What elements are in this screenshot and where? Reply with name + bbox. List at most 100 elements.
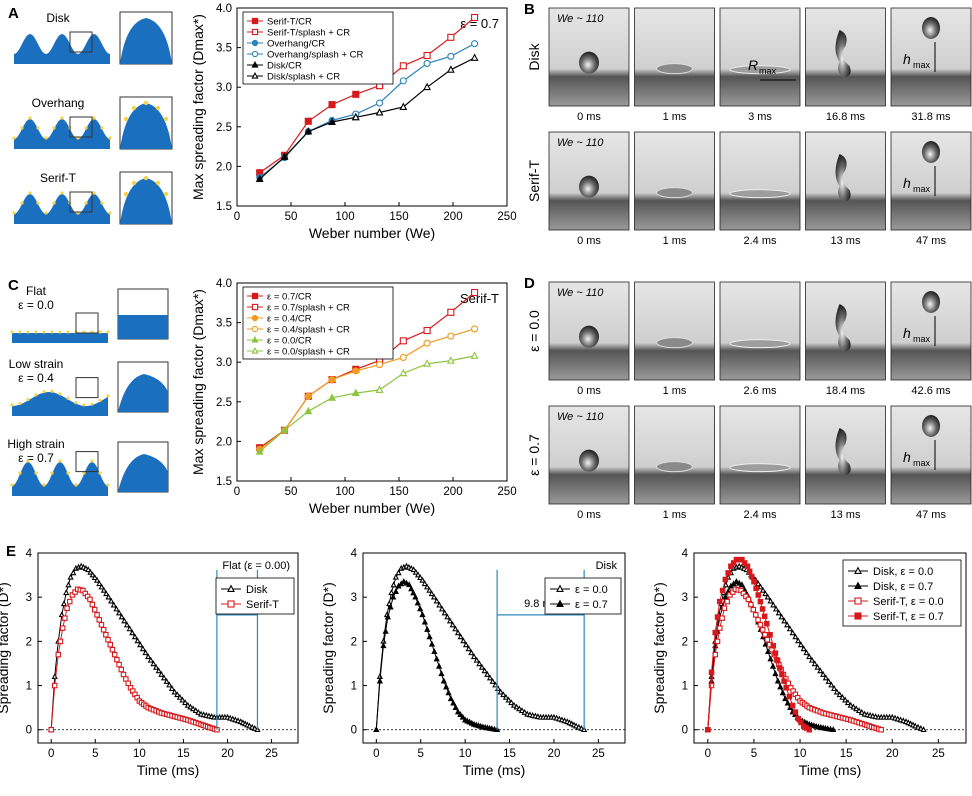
legend-label: Serif-T/splash + CR — [267, 28, 350, 39]
data-point — [470, 351, 479, 359]
legend-marker — [251, 50, 259, 58]
data-point — [419, 611, 426, 618]
data-point — [454, 629, 462, 636]
legend-marker — [854, 566, 862, 574]
data-point — [57, 638, 64, 645]
legend-marker — [227, 600, 235, 608]
data-point — [914, 723, 922, 730]
x-tick-label: 25 — [592, 748, 605, 760]
y-tick-label: 3.0 — [216, 82, 232, 94]
data-point — [131, 633, 139, 640]
data-point — [376, 99, 384, 107]
data-point — [414, 571, 422, 578]
photo-time-label: 13 ms — [831, 509, 861, 521]
data-point — [63, 589, 70, 596]
photo-time-label: 0 ms — [577, 509, 601, 521]
legend-label: Disk, ε = 0.7 — [873, 581, 933, 593]
data-point — [782, 695, 789, 702]
data-point — [176, 693, 184, 700]
data-point — [769, 662, 777, 669]
data-point — [459, 713, 466, 720]
y-tick-label: 3 — [682, 592, 688, 604]
legend-box — [544, 577, 622, 615]
hmax-label: h — [903, 175, 911, 191]
data-point — [118, 613, 125, 620]
data-point — [399, 337, 407, 345]
y-tick-label: 0 — [26, 725, 32, 737]
data-point — [421, 580, 428, 587]
x-tick-label: 5 — [92, 748, 98, 760]
legend-marker — [251, 303, 259, 311]
data-point — [98, 583, 105, 590]
data-point — [778, 613, 785, 620]
data-point — [452, 704, 459, 710]
y-tick-label: 2 — [26, 636, 32, 648]
x-tick-label: 250 — [497, 486, 516, 498]
x-tick-label: 25 — [265, 748, 278, 760]
data-point — [171, 688, 178, 695]
series-1 — [376, 13, 479, 90]
data-point — [806, 653, 813, 660]
legend-marker — [556, 599, 564, 607]
data-point — [111, 651, 118, 658]
y-axis-label: Spreading factor (D*) — [0, 582, 11, 714]
series-0 — [373, 562, 588, 733]
data-point — [446, 356, 455, 364]
plot-frame — [236, 7, 508, 207]
data-point — [468, 649, 475, 656]
data-point — [59, 625, 66, 631]
x-tick-label: 15 — [177, 748, 190, 760]
data-point — [390, 593, 397, 600]
data-point — [428, 640, 436, 647]
legend-marker — [251, 71, 259, 79]
data-point — [774, 677, 782, 684]
data-point — [795, 637, 802, 644]
photo-time-label: 2.4 ms — [743, 509, 777, 521]
data-point — [521, 708, 528, 715]
data-point — [484, 670, 491, 677]
data-point — [280, 425, 289, 434]
x-tick-label: 20 — [548, 748, 561, 760]
legend-marker — [227, 584, 235, 592]
data-point — [421, 618, 428, 625]
data-point — [66, 598, 73, 605]
data-point — [738, 581, 746, 588]
hmax-sub: max — [913, 458, 931, 468]
photo-frame — [634, 281, 715, 381]
zoom-box — [69, 116, 93, 138]
legend-label: ε = 0.4/CR — [267, 314, 312, 325]
data-point — [806, 726, 813, 733]
data-point — [446, 617, 454, 624]
data-point — [481, 667, 488, 674]
legend-label: ε = 0.4/splash + CR — [267, 325, 350, 336]
data-point — [784, 621, 791, 628]
data-point — [781, 617, 788, 624]
chart-A: 0 50 100 150 200 250 1.5 2.0 2.5 3.0 3.5 4.0 Weber n… — [190, 3, 517, 241]
data-point — [438, 605, 446, 612]
data-point — [67, 573, 74, 580]
y-axis-label: Spreading factor (D*) — [320, 582, 336, 714]
photo-frame — [719, 281, 801, 381]
photo-time-label: 13 ms — [831, 235, 861, 247]
data-point — [152, 663, 160, 670]
photo-frame — [805, 7, 886, 107]
data-point — [109, 646, 116, 653]
series-line — [355, 57, 475, 118]
hmax-label: h — [903, 51, 911, 67]
data-point — [423, 326, 431, 335]
data-point — [105, 636, 111, 643]
data-point — [395, 569, 402, 576]
data-point — [375, 385, 384, 393]
data-point — [789, 702, 796, 709]
legend-label: Disk — [246, 584, 268, 596]
data-point — [819, 670, 827, 677]
x-tick-label: 100 — [335, 211, 354, 223]
legend-marker — [251, 28, 259, 36]
data-point — [179, 696, 186, 703]
data-point — [777, 683, 784, 690]
data-point — [808, 656, 816, 663]
data-point — [705, 726, 711, 733]
data-point — [750, 606, 757, 613]
series-1 — [48, 586, 220, 733]
